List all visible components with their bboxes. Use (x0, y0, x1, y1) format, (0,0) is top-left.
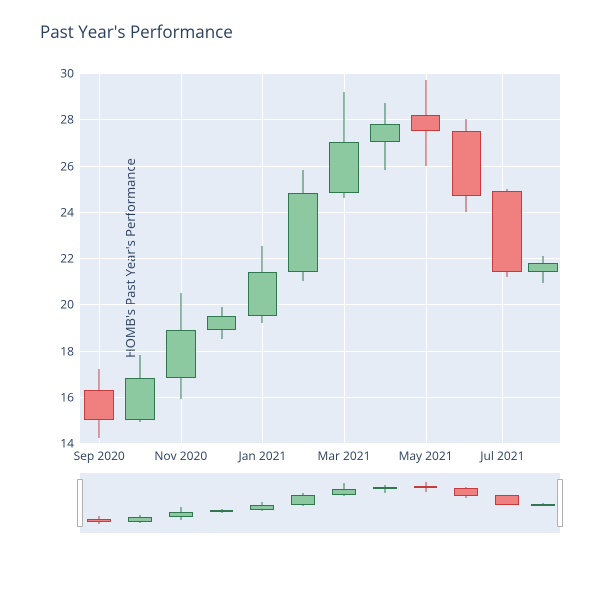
candle-body (492, 191, 522, 272)
x-tick-label: Sep 2020 (74, 443, 125, 464)
y-tick-label: 28 (60, 111, 80, 128)
candle-body (291, 495, 315, 504)
candle-body (125, 378, 155, 420)
x-tick-label: May 2021 (399, 443, 453, 464)
candle-body (169, 512, 193, 518)
x-tick-label: Nov 2020 (154, 443, 207, 464)
candle[interactable] (373, 481, 397, 525)
candle[interactable] (370, 73, 400, 443)
candle[interactable] (329, 73, 359, 443)
candle-body (373, 487, 397, 489)
candle-body (87, 519, 111, 523)
candle[interactable] (454, 481, 478, 525)
y-tick-label: 18 (60, 342, 80, 359)
range-slider[interactable] (80, 473, 560, 533)
candle[interactable] (495, 481, 519, 525)
y-tick-label: 16 (60, 388, 80, 405)
candle[interactable] (452, 73, 482, 443)
candle[interactable] (84, 73, 114, 443)
candle[interactable] (125, 73, 155, 443)
y-tick-label: 24 (60, 203, 80, 220)
candle-body (84, 390, 114, 420)
candle[interactable] (250, 481, 274, 525)
candle-body (166, 330, 196, 379)
candle-body (370, 124, 400, 143)
x-tick-label: Jul 2021 (480, 443, 524, 464)
candle-body (207, 316, 237, 330)
candle[interactable] (248, 73, 278, 443)
candle-body (288, 193, 318, 272)
main-candlestick-chart[interactable]: HOMB's Past Year's Performance 141618202… (80, 73, 560, 443)
candle[interactable] (207, 73, 237, 443)
candle[interactable] (87, 481, 111, 525)
y-tick-label: 26 (60, 157, 80, 174)
x-tick-label: Mar 2021 (318, 443, 371, 464)
range-handle-right[interactable] (557, 479, 563, 527)
candle-body (411, 115, 441, 131)
candle-body (452, 131, 482, 196)
candle[interactable] (288, 73, 318, 443)
candle-body (210, 510, 234, 512)
candle[interactable] (492, 73, 522, 443)
candle[interactable] (291, 481, 315, 525)
candle[interactable] (411, 73, 441, 443)
candle-body (495, 495, 519, 505)
y-tick-label: 22 (60, 250, 80, 267)
range-handle-left[interactable] (77, 479, 83, 527)
range-slider-plot (80, 481, 560, 525)
candle-body (250, 505, 274, 510)
candle-body (332, 489, 356, 495)
candle[interactable] (128, 481, 152, 525)
candle[interactable] (166, 73, 196, 443)
candle-body (528, 263, 558, 272)
y-tick-label: 30 (60, 65, 80, 82)
candle-body (248, 272, 278, 316)
candle[interactable] (169, 481, 193, 525)
y-tick-label: 20 (60, 296, 80, 313)
candle-body (128, 517, 152, 522)
chart-container: Past Year's Performance HOMB's Past Year… (0, 0, 600, 600)
candle[interactable] (332, 481, 356, 525)
candle[interactable] (210, 481, 234, 525)
candle-body (454, 488, 478, 496)
candle-body (329, 142, 359, 193)
candle[interactable] (531, 481, 555, 525)
candle[interactable] (414, 481, 438, 525)
candle-body (531, 504, 555, 506)
chart-title: Past Year's Performance (40, 20, 580, 43)
candle-body (414, 486, 438, 488)
x-tick-label: Jan 2021 (238, 443, 286, 464)
candle[interactable] (528, 73, 558, 443)
